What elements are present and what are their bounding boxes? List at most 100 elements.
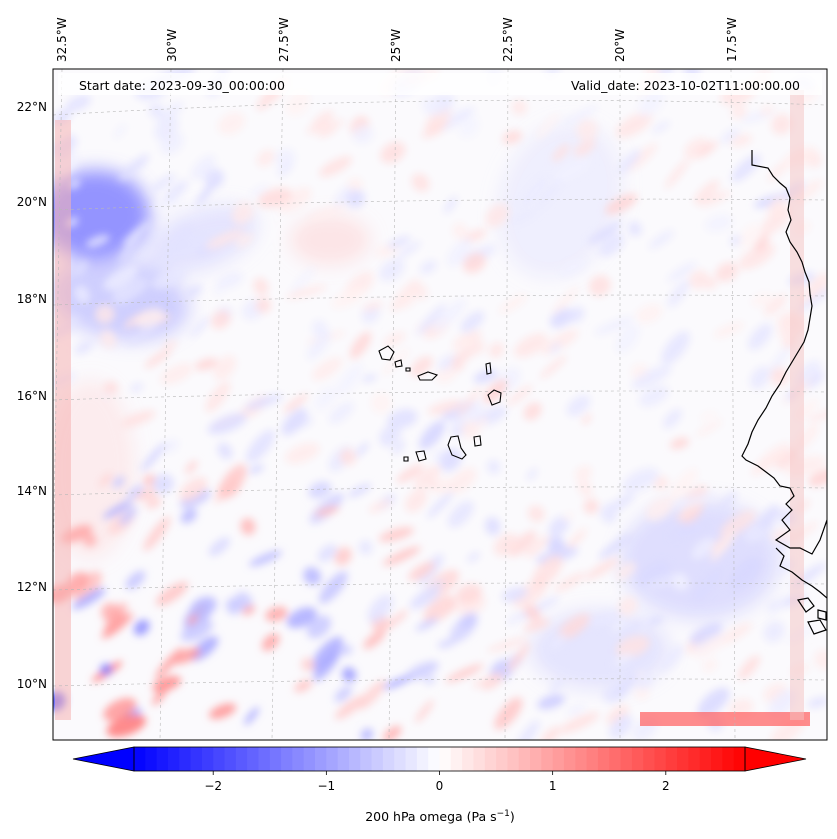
omega-cell xyxy=(448,500,474,528)
omega-cell xyxy=(147,173,174,194)
omega-cell xyxy=(767,196,787,218)
omega-cell xyxy=(566,704,586,716)
omega-cell xyxy=(564,105,599,125)
omega-cell xyxy=(120,410,156,428)
omega-cell xyxy=(738,655,760,680)
omega-cell xyxy=(574,465,592,481)
omega-cell xyxy=(696,419,723,437)
omega-cell xyxy=(652,121,670,134)
colorbar-segment xyxy=(518,747,531,771)
coastlines xyxy=(741,150,827,635)
omega-cell xyxy=(103,264,139,291)
start-date-label: Start date: 2023-09-30_00:00:00 xyxy=(79,78,285,93)
omega-cell xyxy=(458,115,479,138)
omega-cell xyxy=(614,671,639,698)
omega-cell xyxy=(149,102,164,119)
omega-cell xyxy=(598,533,634,559)
omega-cell xyxy=(807,408,827,422)
omega-cell xyxy=(261,633,280,652)
omega-cell xyxy=(217,442,233,460)
omega-cell xyxy=(808,469,827,487)
omega-cell xyxy=(768,344,792,375)
omega-cell xyxy=(667,261,697,282)
omega-cell xyxy=(484,517,501,536)
omega-cell xyxy=(441,108,475,131)
island-santiago xyxy=(447,435,467,460)
omega-cell xyxy=(360,728,373,740)
omega-cell xyxy=(397,288,417,309)
omega-cell xyxy=(486,637,529,652)
omega-cell xyxy=(380,141,406,164)
omega-cell xyxy=(155,647,183,680)
omega-cell xyxy=(308,204,347,222)
colorbar-segment xyxy=(609,747,622,771)
omega-cell xyxy=(294,679,313,693)
omega-cell xyxy=(540,329,579,355)
omega-cell xyxy=(405,489,428,513)
colorbar-segment xyxy=(416,747,429,771)
omega-cell xyxy=(691,537,715,560)
omega-cell xyxy=(754,233,770,252)
omega-cell xyxy=(285,443,320,464)
omega-cell xyxy=(290,215,370,265)
omega-cell xyxy=(448,468,477,494)
omega-cell xyxy=(74,285,91,304)
colorbar-segment xyxy=(292,747,305,771)
colorbar-segment xyxy=(213,747,226,771)
omega-cell xyxy=(103,611,125,637)
colorbar-segment xyxy=(688,747,701,771)
omega-cell xyxy=(184,460,198,475)
island-bissagos-1 xyxy=(797,597,815,613)
omega-cell xyxy=(548,515,570,537)
omega-cell xyxy=(352,124,373,144)
island-fogo xyxy=(415,450,427,462)
omega-cell xyxy=(524,604,541,622)
colorbar-segment xyxy=(371,747,384,771)
omega-cell xyxy=(671,493,714,509)
colorbar-segment xyxy=(496,747,508,771)
omega-cell xyxy=(502,130,522,144)
omega-cell xyxy=(341,667,357,683)
omega-cell xyxy=(53,170,150,260)
colorbar-segment xyxy=(303,747,316,771)
colorbar-segment xyxy=(597,747,610,771)
omega-cell xyxy=(451,348,474,366)
omega-cell xyxy=(255,297,272,313)
omega-cell xyxy=(756,505,780,533)
omega-cell xyxy=(510,209,537,225)
omega-cell xyxy=(151,267,187,290)
omega-cell xyxy=(240,517,256,536)
colorbar-segment xyxy=(145,747,158,771)
omega-cell xyxy=(566,307,585,323)
omega-cell xyxy=(421,121,449,139)
omega-cell xyxy=(83,533,97,547)
omega-cell xyxy=(103,381,118,396)
colorbar-segment xyxy=(654,747,667,771)
omega-cell xyxy=(103,698,137,721)
island-sal xyxy=(485,362,492,375)
omega-cell xyxy=(615,635,650,658)
omega-cell xyxy=(387,409,418,429)
omega-cell xyxy=(68,178,81,190)
omega-cell xyxy=(383,675,412,690)
omega-cell xyxy=(589,611,622,627)
omega-cell xyxy=(379,424,402,447)
omega-cell xyxy=(516,719,540,740)
omega-cell xyxy=(339,448,356,466)
omega-cell xyxy=(171,648,201,665)
colorbar: −2 −1 0 1 2 200 hPa omega (Pa s−1) xyxy=(72,746,807,824)
colorbar-segment xyxy=(337,747,350,771)
omega-cell xyxy=(487,460,501,474)
omega-cell xyxy=(152,473,174,494)
omega-cell xyxy=(444,196,458,214)
omega-cell xyxy=(699,411,718,421)
colorbar-segment xyxy=(235,747,248,771)
omega-cell xyxy=(743,525,766,544)
lat-label: 18°N xyxy=(17,292,47,306)
omega-cell xyxy=(367,594,393,624)
colorbar-ticks: −2 −1 0 1 2 xyxy=(204,771,670,793)
colorbar-segment xyxy=(699,747,712,771)
omega-cell xyxy=(286,90,310,116)
boundary-bottom-band xyxy=(640,712,810,726)
